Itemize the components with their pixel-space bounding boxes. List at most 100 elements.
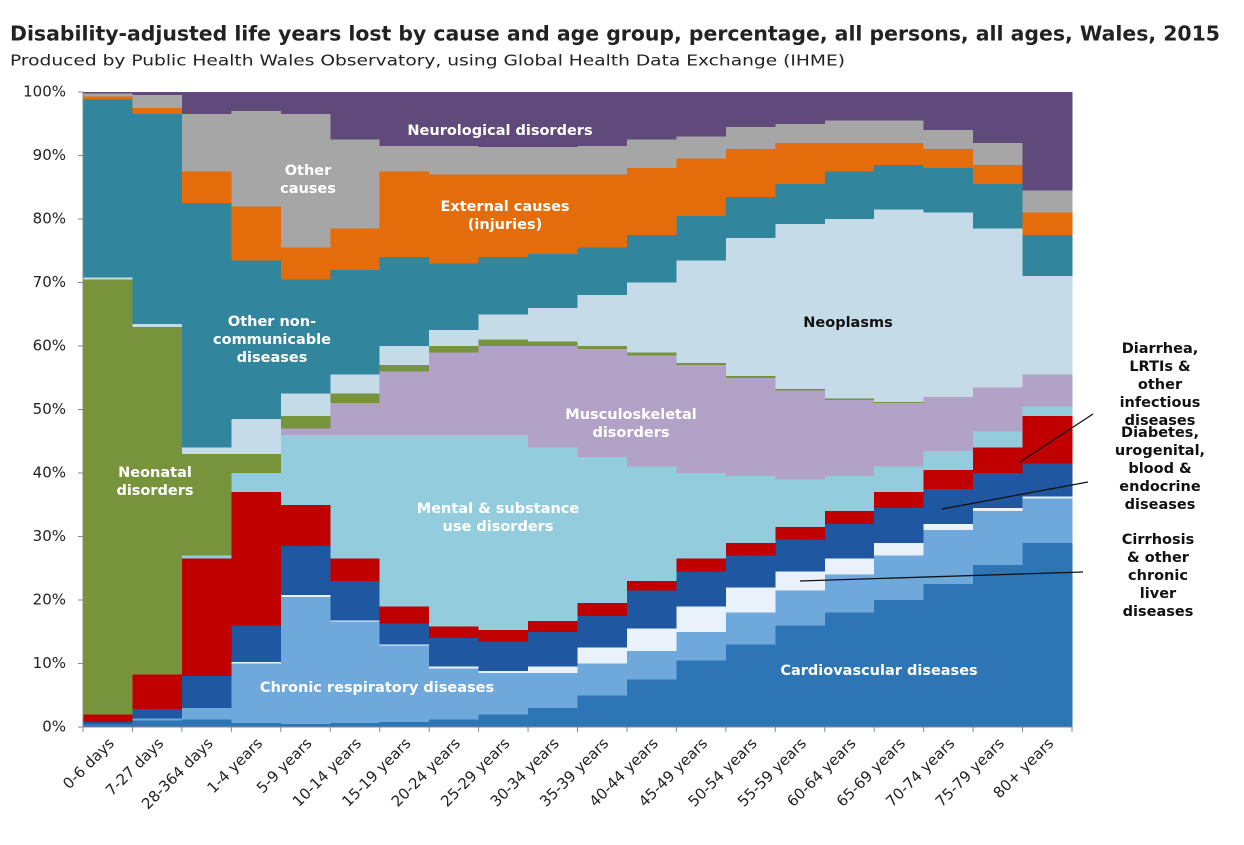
area-segment [280, 247, 331, 280]
area-segment [181, 558, 232, 677]
area-segment [379, 171, 430, 258]
area-segment [528, 341, 579, 346]
area-segment [1022, 276, 1073, 375]
area-segment [577, 663, 628, 696]
area-segment [83, 721, 134, 724]
area-segment [231, 111, 282, 207]
area-segment [626, 679, 677, 727]
area-segment [429, 92, 480, 146]
area-segment [478, 629, 529, 642]
area-segment [280, 594, 331, 597]
area-segment [330, 558, 381, 581]
area-segment [330, 620, 381, 622]
area-segment [874, 401, 925, 404]
area-segment [132, 323, 183, 327]
area-segment [725, 476, 776, 543]
y-tick-label: 100% [23, 83, 66, 101]
area-segment [577, 247, 628, 296]
area-segment [181, 707, 232, 720]
area-segment [626, 234, 677, 283]
area-segment [973, 565, 1024, 727]
area-segment [626, 466, 677, 581]
area-segment [577, 603, 628, 616]
area-segment [181, 171, 232, 204]
area-segment [330, 139, 381, 229]
area-segment [874, 92, 925, 121]
area-segment [528, 631, 579, 667]
area-segment [132, 720, 183, 727]
series-label: Cardiovascular diseases [780, 663, 978, 679]
area-segment [725, 375, 776, 378]
area-segment [626, 168, 677, 235]
area-segment [775, 389, 826, 391]
area-segment [379, 371, 430, 435]
area-segment [626, 355, 677, 467]
area-segment [824, 558, 875, 575]
area-segment [429, 668, 480, 720]
area-segment [1022, 406, 1073, 416]
area-segment [478, 257, 529, 315]
callout-line [799, 571, 1084, 582]
area-segment [1022, 92, 1073, 191]
y-tick-label: 90% [33, 146, 66, 164]
area-segment [775, 224, 826, 390]
area-segment [379, 644, 430, 646]
area-segment [874, 403, 925, 467]
area-segment [676, 260, 727, 364]
area-segment [577, 615, 628, 648]
area-segment [528, 673, 579, 708]
area-segment [231, 260, 282, 420]
area-segment [280, 114, 331, 248]
area-segment [528, 620, 579, 632]
area-segment [775, 142, 826, 185]
area-segment [923, 149, 974, 169]
area-segment [923, 488, 974, 524]
area-segment [330, 723, 381, 727]
area-segment [1022, 234, 1073, 277]
y-tick-label: 70% [33, 273, 66, 291]
area-segment [429, 330, 480, 346]
area-segment [775, 590, 826, 626]
area-segment [923, 450, 974, 470]
area-segment [132, 674, 183, 710]
area-segment [478, 346, 529, 435]
area-segment [478, 434, 529, 630]
area-segment [429, 263, 480, 331]
area-segment [973, 473, 1024, 508]
area-segment [478, 314, 529, 340]
chart-title: Disability-adjusted life years lost by c… [10, 22, 1220, 46]
area-segment [577, 174, 628, 248]
area-segment [1022, 190, 1073, 213]
area-segment [676, 92, 727, 137]
area-segment [676, 158, 727, 216]
area-segment [923, 212, 974, 397]
area-segment [330, 621, 381, 724]
area-segment [478, 641, 529, 672]
area-segment [676, 473, 727, 559]
area-segment [181, 92, 232, 115]
area-segment [973, 142, 1024, 166]
area-segment [626, 282, 677, 353]
area-segment [478, 671, 529, 674]
series-label: Other causes [280, 163, 336, 197]
area-segment [775, 390, 826, 480]
area-segment [725, 92, 776, 127]
area-segment [874, 209, 925, 402]
area-segment [626, 590, 677, 629]
area-segment [676, 136, 727, 159]
area-segment [478, 92, 529, 148]
area-segment [676, 558, 727, 572]
area-segment [429, 666, 480, 669]
area-segment [330, 228, 381, 270]
area-segment [824, 171, 875, 219]
area-segment [280, 504, 331, 547]
area-segment [775, 526, 826, 540]
area-segment [280, 596, 331, 724]
area-segment [231, 419, 282, 454]
area-segment [181, 719, 232, 727]
area-segment [132, 709, 183, 719]
area-segment [824, 523, 875, 559]
plot-area [83, 92, 1073, 727]
area-segment [429, 719, 480, 727]
area-segment [83, 92, 134, 94]
